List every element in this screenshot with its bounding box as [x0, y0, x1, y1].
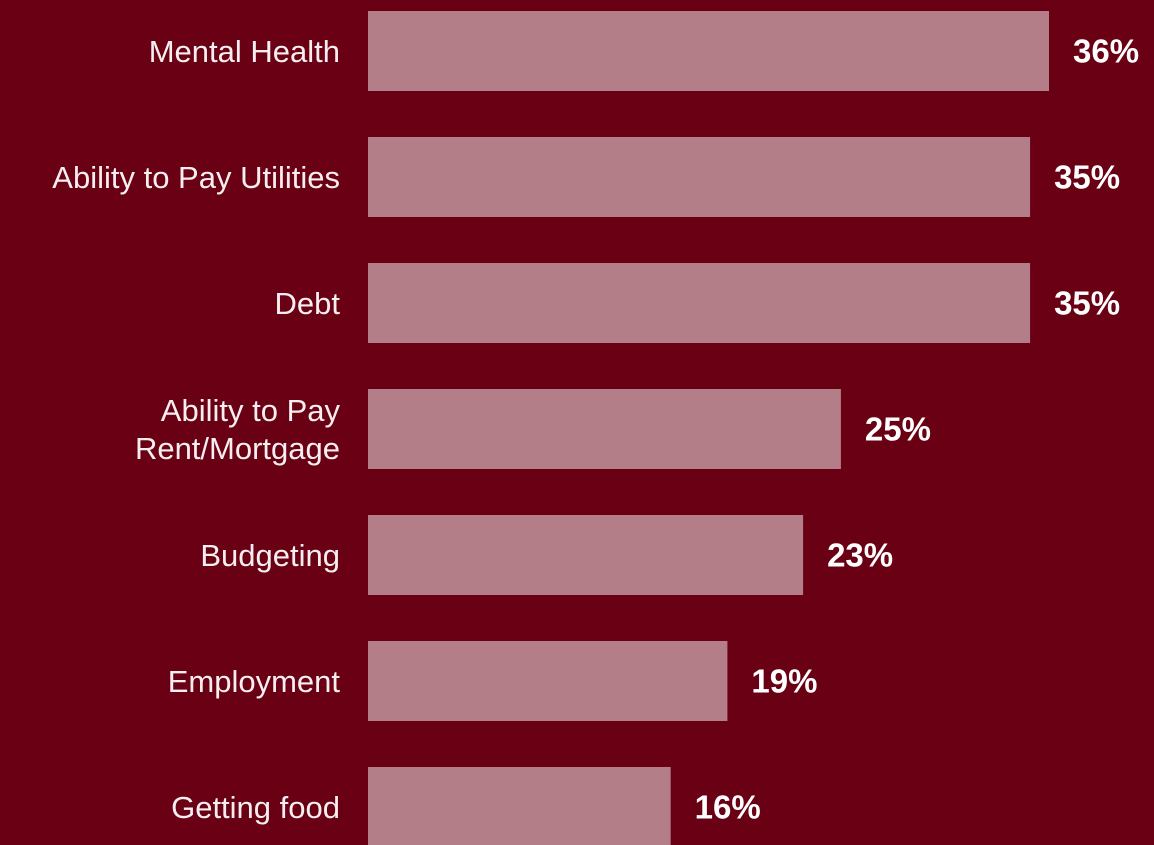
- category-label-line: Ability to Pay: [161, 393, 341, 428]
- bar: [368, 641, 728, 721]
- category-label: Employment: [168, 664, 341, 699]
- bar: [368, 515, 804, 595]
- value-label: 16%: [695, 789, 761, 826]
- bar: [368, 137, 1031, 217]
- value-label: 35%: [1054, 285, 1120, 322]
- value-label: 19%: [751, 663, 817, 700]
- category-label: Budgeting: [200, 538, 340, 573]
- category-label-line: Rent/Mortgage: [135, 431, 340, 466]
- category-label: Debt: [275, 286, 341, 321]
- value-label: 25%: [865, 411, 931, 448]
- bar: [368, 263, 1031, 343]
- category-label: Getting food: [171, 790, 340, 825]
- value-label: 23%: [827, 537, 893, 574]
- value-label: 35%: [1054, 159, 1120, 196]
- bar: [368, 11, 1049, 91]
- value-label: 36%: [1073, 33, 1139, 70]
- bar: [368, 389, 841, 469]
- category-label: Ability to Pay Rent/Mortgage: [135, 393, 341, 466]
- category-label: Ability to Pay Utilities: [52, 160, 340, 195]
- bar: [368, 767, 671, 845]
- category-label: Mental Health: [149, 34, 340, 69]
